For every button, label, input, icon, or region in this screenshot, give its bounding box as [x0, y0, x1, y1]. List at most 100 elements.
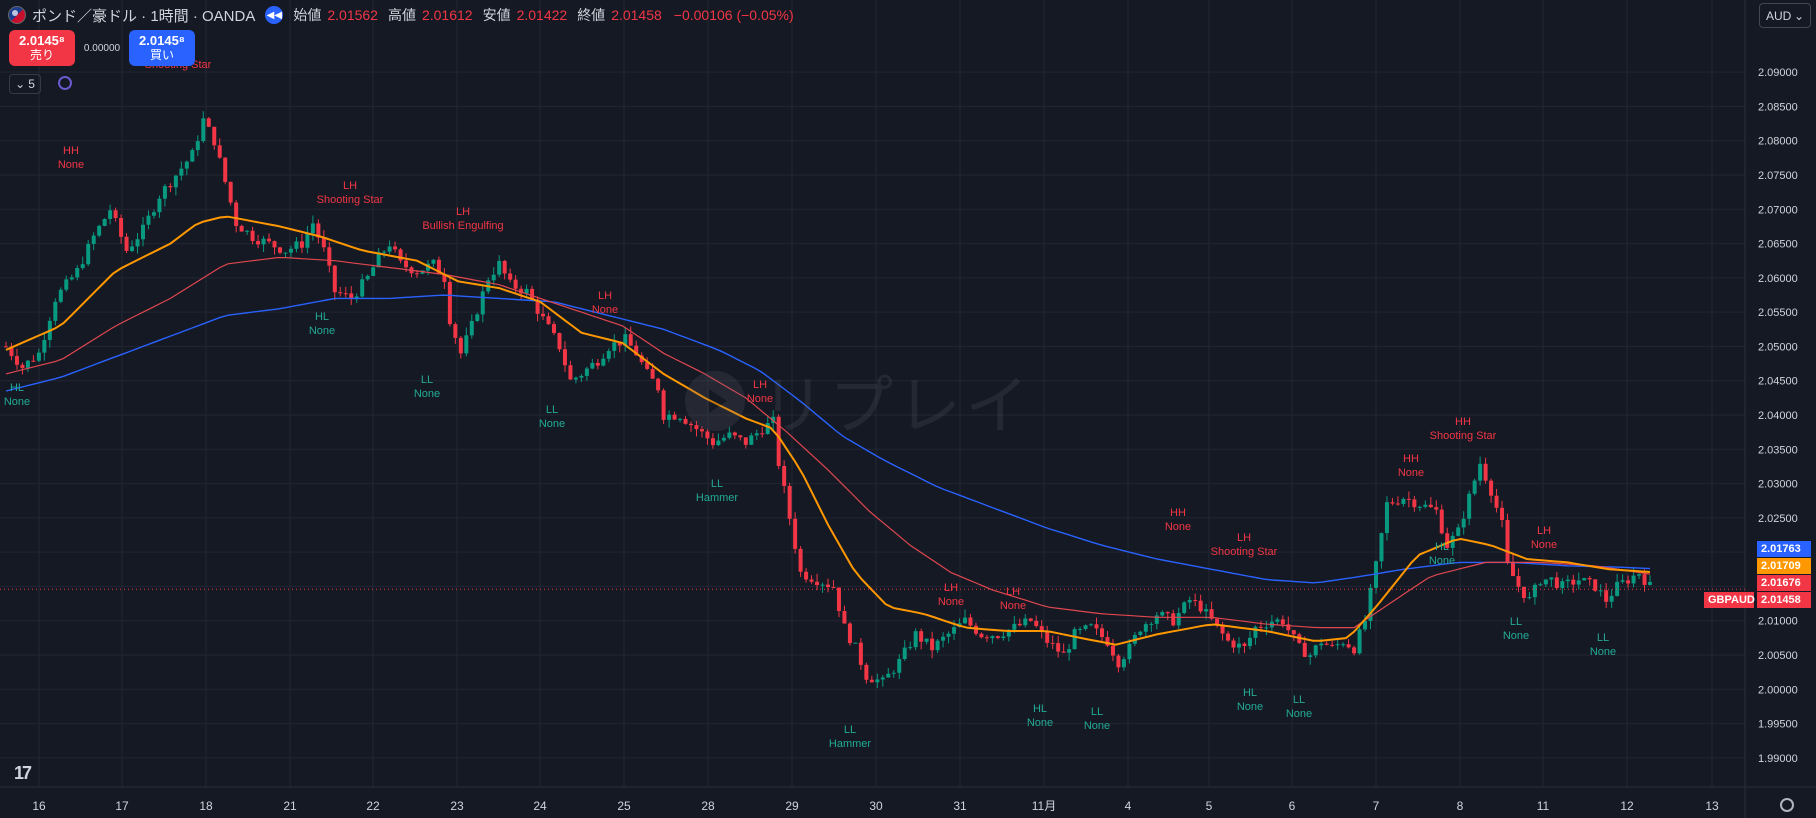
candle-body — [787, 485, 792, 519]
time-axis-label: 8 — [1457, 799, 1464, 813]
pattern-label-type: HL — [1435, 541, 1449, 553]
candle-body — [349, 293, 354, 300]
candle-body — [404, 260, 409, 268]
buy-button[interactable]: 2.0145⁸ 買い — [129, 30, 195, 66]
pattern-label-name: None — [1590, 646, 1616, 658]
indicator-collapse-button[interactable]: ⌄ 5 — [9, 74, 41, 94]
pattern-label-name: None — [1027, 717, 1053, 729]
candle-body — [1286, 624, 1291, 631]
candle-body — [979, 633, 984, 638]
candle-body — [1116, 655, 1121, 668]
price-axis-label: 2.02500 — [1758, 513, 1798, 525]
candle-body — [130, 246, 135, 251]
price-axis-label: 2.03500 — [1758, 444, 1798, 456]
candle-body — [815, 581, 820, 586]
candle-body — [64, 279, 69, 290]
candle-body — [201, 118, 206, 142]
candle-body — [1067, 649, 1072, 653]
time-axis-label: 22 — [366, 799, 380, 813]
candle-body — [1472, 480, 1477, 494]
pattern-label-type: LH — [456, 206, 470, 218]
candle-body — [634, 345, 639, 356]
candle-body — [195, 141, 200, 151]
candle-body — [606, 350, 611, 359]
time-axis-label: 18 — [199, 799, 213, 813]
pattern-label-type: LH — [343, 180, 357, 192]
sell-button[interactable]: 2.0145⁸ 売り — [9, 30, 75, 66]
pattern-label-type: LH — [944, 582, 958, 594]
candle-body — [749, 435, 754, 445]
symbol-title[interactable]: ポンド／豪ドル · 1時間 · OANDA — [32, 7, 256, 25]
time-axis-label: 6 — [1289, 799, 1296, 813]
pattern-label-name: None — [1000, 600, 1026, 612]
candle-body — [1160, 612, 1165, 616]
candle-body — [1461, 518, 1466, 528]
currency-select[interactable]: AUD ⌄ — [1759, 3, 1811, 28]
candle-body — [557, 333, 562, 350]
candle-body — [820, 584, 825, 586]
candle-body — [579, 375, 584, 378]
candle-body — [1401, 498, 1406, 504]
candle-body — [869, 679, 874, 683]
candle-body — [798, 548, 803, 572]
pattern-label-name: None — [309, 325, 335, 337]
tradingview-logo-icon[interactable]: 17 — [14, 763, 32, 783]
price-axis-label: 1.99000 — [1758, 753, 1798, 765]
candle-body — [387, 246, 392, 252]
candle-body — [535, 299, 540, 314]
candle-body — [1187, 600, 1192, 603]
ema-slow-line — [5, 294, 1651, 584]
candle-body — [1061, 651, 1066, 653]
pattern-label-type: LL — [546, 404, 558, 416]
replay-rewind-icon[interactable]: ◀◀ — [265, 6, 284, 24]
candle-body — [804, 571, 809, 580]
candle-body — [1593, 579, 1598, 591]
candle-body — [1494, 495, 1499, 508]
candle-body — [1384, 502, 1389, 534]
candle-body — [699, 429, 704, 432]
gear-icon[interactable] — [1780, 798, 1794, 812]
candle-body — [86, 243, 91, 265]
candle-body — [919, 631, 924, 642]
candle-body — [239, 225, 244, 232]
candle-body — [1576, 580, 1581, 585]
pattern-label-name: Shooting Star — [1430, 430, 1497, 442]
candle-body — [1028, 618, 1033, 621]
candle-body — [1313, 645, 1318, 656]
candle-body — [497, 260, 502, 275]
candle-body — [864, 664, 869, 680]
candle-body — [1143, 624, 1148, 632]
candle-body — [732, 432, 737, 436]
candle-body — [1456, 527, 1461, 536]
candle-body — [1423, 504, 1428, 507]
pattern-label-type: LH — [1537, 525, 1551, 537]
pattern-label-type: LL — [1597, 632, 1609, 644]
candle-body — [108, 210, 113, 219]
candle-body — [1543, 579, 1548, 585]
pattern-label-type: LH — [598, 290, 612, 302]
price-axis-label: 2.08500 — [1758, 101, 1798, 113]
pattern-label-type: HH — [63, 145, 79, 157]
candle-body — [162, 186, 167, 199]
candle-body — [1346, 644, 1351, 648]
candle-body — [831, 586, 836, 588]
candle-body — [573, 377, 578, 380]
low-value: 2.01422 — [516, 7, 568, 23]
time-axis-label: 30 — [869, 799, 883, 813]
candle-body — [858, 642, 863, 665]
candle-body — [316, 223, 321, 238]
candle-body — [667, 414, 672, 420]
candle-body — [924, 638, 929, 642]
price-axis-label: 2.08000 — [1758, 136, 1798, 148]
candle-body — [913, 631, 918, 648]
candle-body — [1176, 612, 1181, 626]
candle-body — [1549, 577, 1554, 580]
candle-body — [332, 265, 337, 293]
candle-body — [1604, 590, 1609, 602]
pattern-label-name: None — [1237, 701, 1263, 713]
candle-body — [683, 418, 688, 424]
close-value: 2.01458 — [611, 7, 662, 23]
candle-body — [1554, 577, 1559, 588]
candle-body — [1445, 533, 1450, 548]
